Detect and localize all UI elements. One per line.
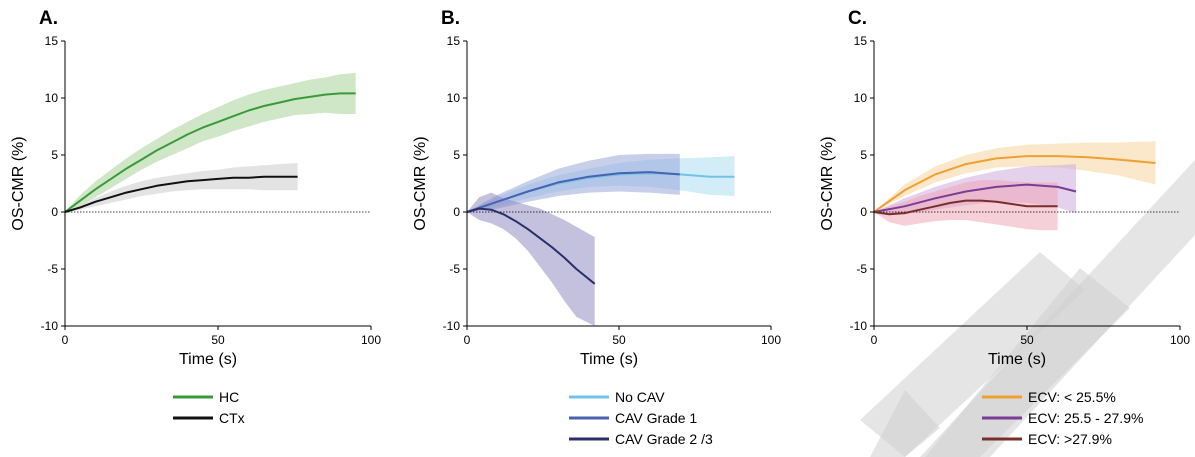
x-tick-label: 0 (464, 333, 471, 347)
x-tick-label: 100 (1170, 333, 1190, 347)
y-tick-label: 15 (447, 34, 461, 48)
x-tick-label: 50 (1020, 333, 1034, 347)
chart-panel-2: B. -10 -5 0 5 10 15 0 50 100 Time (s) OS-CMR (%) No … (412, 8, 781, 447)
legend-label: CAV Grade 1 (615, 410, 697, 426)
x-tick-label: 50 (211, 333, 225, 347)
y-tick-label: 0 (453, 205, 460, 219)
legend-label: HC (219, 389, 239, 405)
x-tick-label: 100 (761, 333, 781, 347)
legend-label: CAV Grade 2 /3 (615, 431, 713, 447)
y-tick-label: -10 (41, 319, 59, 333)
y-tick-label: 10 (45, 91, 59, 105)
x-tick-label: 0 (62, 333, 69, 347)
x-tick-label: 50 (612, 333, 626, 347)
y-tick-label: -10 (850, 319, 868, 333)
y-axis-title: OS-CMR (%) (412, 136, 429, 230)
x-tick-label: 100 (361, 333, 381, 347)
chart-panel-1: A. -10 -5 0 5 10 15 0 50 100 Time (s) OS-CMR (%) HC C… (10, 8, 381, 426)
y-tick-label: -5 (47, 262, 58, 276)
y-tick-label: 0 (51, 205, 58, 219)
legend-label: ECV: < 25.5% (1028, 389, 1116, 405)
y-axis-title: OS-CMR (%) (10, 136, 27, 230)
y-tick-label: -10 (443, 319, 461, 333)
y-tick-label: -5 (856, 262, 867, 276)
legend: No CAV CAV Grade 1 CAV Grade 2 /3 (569, 389, 713, 447)
confidence-band-3 (467, 193, 595, 326)
legend: HC CTx (173, 389, 245, 426)
y-tick-label: -5 (449, 262, 460, 276)
y-tick-label: 5 (453, 148, 460, 162)
panel-label: C. (848, 8, 867, 29)
panel-label: A. (39, 8, 58, 29)
legend-label: No CAV (615, 389, 665, 405)
y-tick-label: 15 (854, 34, 868, 48)
confidence-band-1 (65, 73, 356, 212)
y-tick-label: 0 (860, 205, 867, 219)
legend: ECV: < 25.5% ECV: 25.5 - 27.9% ECV: >27.9% (982, 389, 1143, 447)
legend-label: ECV: >27.9% (1028, 431, 1112, 447)
y-tick-label: 5 (51, 148, 58, 162)
x-axis-title: Time (s) (988, 351, 1046, 368)
y-tick-label: 10 (854, 91, 868, 105)
panel-label: B. (441, 8, 460, 29)
y-tick-label: 5 (860, 148, 867, 162)
x-axis-title: Time (s) (179, 351, 237, 368)
x-axis-title: Time (s) (580, 351, 638, 368)
y-tick-label: 10 (447, 91, 461, 105)
y-tick-label: 15 (45, 34, 59, 48)
x-tick-label: 0 (871, 333, 878, 347)
legend-label: CTx (219, 410, 245, 426)
y-axis-title: OS-CMR (%) (819, 136, 836, 230)
legend-label: ECV: 25.5 - 27.9% (1028, 410, 1143, 426)
